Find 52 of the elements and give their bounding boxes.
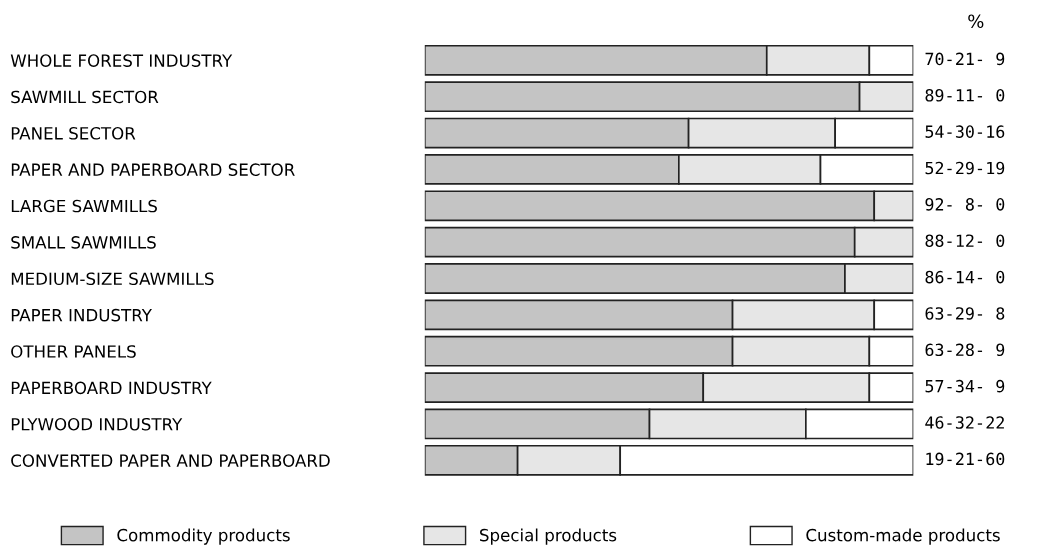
y-tick-label: LARGE SAWMILLS: [11, 199, 157, 213]
legend-label: Special products: [480, 528, 617, 545]
data-label: 63-: [925, 343, 952, 357]
data-label: 29-: [956, 307, 983, 320]
data-label: 60: [986, 452, 1005, 466]
y-tick-label: MEDIUM-SIZE SAWMILLS: [11, 272, 214, 286]
data-label: 0: [996, 270, 1005, 284]
y-tick-label: PAPERBOARD INDUSTRY: [11, 381, 212, 395]
data-label: 57-: [925, 380, 952, 393]
data-label: 19: [987, 161, 1005, 175]
data-label: 63-: [925, 307, 952, 320]
legend-label: Commodity products: [117, 528, 290, 545]
data-label: 32-: [955, 416, 983, 429]
legend-label: Custom-made products: [806, 528, 1000, 545]
text: %: [968, 14, 984, 29]
y-tick-label: SAWMILL SECTOR: [11, 90, 159, 104]
data-label: 46-: [925, 416, 952, 429]
data-label: 11-: [956, 89, 983, 102]
data-label: 19-: [926, 452, 952, 466]
data-label: 21-: [956, 452, 983, 465]
data-label: 92-: [925, 198, 952, 211]
data-label: 70-: [925, 52, 952, 66]
y-tick-label: OTHER PANELS: [11, 345, 136, 358]
data-label: 0: [996, 198, 1005, 211]
data-label: 30-: [955, 125, 983, 138]
data-label: 29-: [956, 161, 983, 175]
y-tick-label: WHOLE FOREST INDUSTRY: [10, 54, 233, 67]
data-label: 22: [986, 416, 1004, 429]
y-tick-label: PAPER AND PAPERBOARD SECTOR: [11, 163, 295, 176]
y-tick-label: PAPER INDUSTRY: [11, 308, 152, 322]
data-label: 28-: [956, 343, 983, 357]
y-tick-label: SMALL SAWMILLS: [11, 236, 156, 249]
data-label: 88-: [925, 234, 952, 248]
data-label: 9: [996, 52, 1005, 66]
data-label: 54-: [925, 125, 952, 138]
y-tick-label: CONVERTED PAPER AND PAPERBOARD: [11, 454, 330, 467]
data-label: 0: [996, 234, 1005, 248]
data-label: 16: [987, 125, 1005, 138]
y-tick-label: PLYWOOD INDUSTRY: [11, 417, 183, 431]
data-label: 9: [996, 379, 1005, 393]
y-tick-label: PANEL SECTOR: [11, 127, 136, 140]
data-label: 12-: [956, 234, 983, 247]
data-label: 9: [996, 343, 1005, 357]
data-label: 89-: [925, 88, 952, 102]
data-label: 34-: [955, 379, 983, 393]
data-label: 0: [996, 88, 1005, 102]
data-label: 21-: [956, 52, 983, 65]
data-label: 8-: [965, 198, 983, 211]
data-label: 8: [996, 307, 1005, 320]
data-label: 14-: [956, 270, 983, 284]
data-label: 86-: [925, 270, 952, 284]
data-label: 52-: [925, 161, 952, 175]
